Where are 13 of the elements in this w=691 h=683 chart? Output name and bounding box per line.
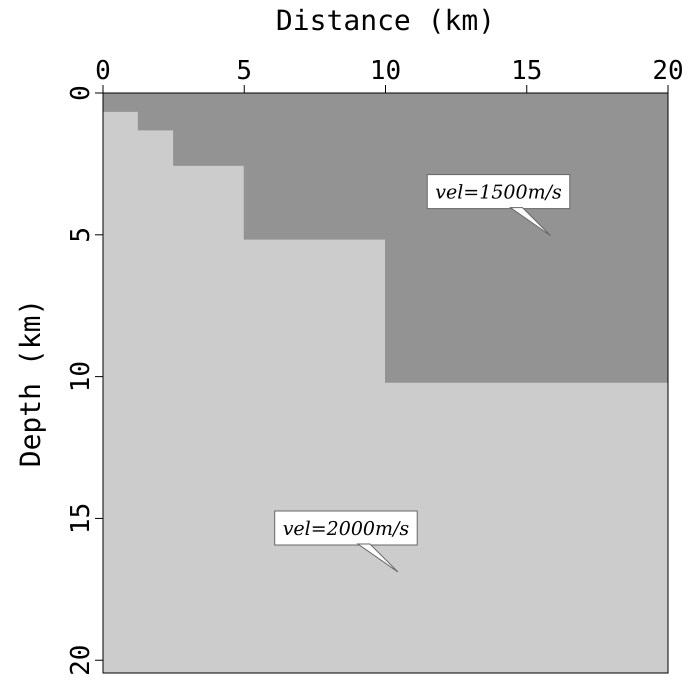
x-tick-label: 20 bbox=[652, 56, 684, 86]
y-tick-label: 20 bbox=[66, 644, 96, 676]
y-tick-label: 10 bbox=[66, 360, 96, 392]
y-axis-title: Depth (km) bbox=[14, 298, 47, 468]
y-tick-label: 5 bbox=[66, 226, 96, 243]
x-axis-title: Distance (km) bbox=[276, 4, 496, 37]
x-tick-label: 10 bbox=[370, 56, 402, 86]
y-tick-label: 0 bbox=[66, 85, 96, 101]
x-tick-label: 15 bbox=[511, 56, 542, 86]
x-tick-label: 5 bbox=[236, 56, 252, 86]
y-tick-label: 15 bbox=[66, 502, 96, 534]
annotation: vel=1500m/s bbox=[435, 182, 562, 204]
annotation: vel=2000m/s bbox=[282, 518, 410, 540]
